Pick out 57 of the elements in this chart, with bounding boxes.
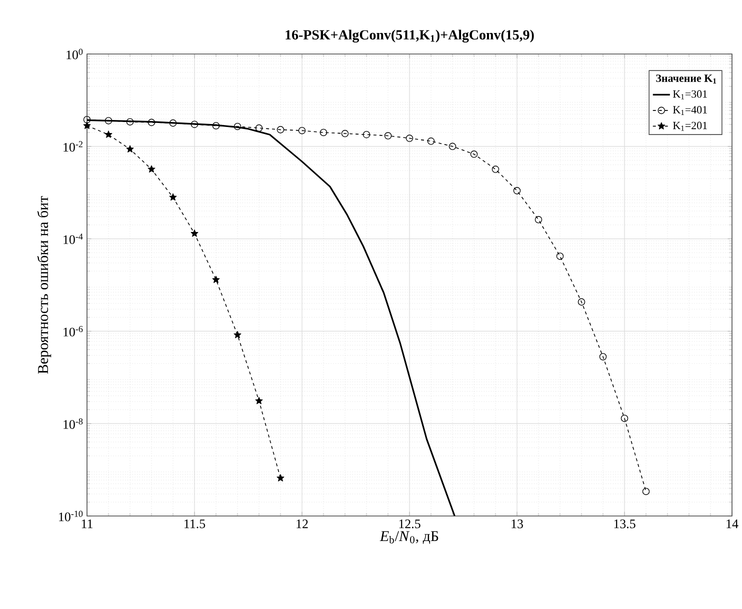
point (642, 488, 650, 496)
point (169, 119, 177, 127)
point (255, 396, 263, 404)
point (578, 298, 586, 306)
point (448, 142, 456, 150)
point (104, 117, 112, 124)
point (126, 118, 134, 126)
point (148, 165, 156, 173)
x-tick-label: 12.5 (399, 520, 420, 528)
legend-label: K$_{1}$=201 (672, 122, 707, 131)
point (362, 130, 370, 138)
point (126, 145, 134, 153)
legend-label: K$_{1}$=401 (672, 106, 707, 115)
point (83, 122, 91, 130)
point (298, 126, 306, 134)
point (212, 276, 220, 284)
point (83, 116, 91, 124)
point (427, 138, 435, 145)
y-tick-label: 10$^{-8}$ (64, 418, 83, 429)
point (234, 330, 242, 338)
x-tick-label: 13 (512, 520, 523, 528)
point (620, 414, 628, 422)
y-axis-title: Вероятность ошибки на бит (37, 196, 52, 374)
point (341, 130, 349, 138)
point (492, 166, 500, 173)
point (212, 122, 220, 130)
point (470, 150, 478, 158)
x-tick-label: 13.5 (614, 520, 636, 528)
point (276, 126, 284, 134)
legend-label: K$_{1}$=301 (672, 90, 707, 100)
chart-title: 16-PSK+AlgConv(511,K$_{1}$)+AlgConv(15,9) (286, 30, 534, 43)
point (599, 353, 607, 360)
x-tick-label: 11.5 (184, 520, 206, 528)
x-tick-label: 11 (82, 520, 92, 528)
y-tick-label: 10$^{-10}$ (59, 510, 83, 522)
y-tick-label: 10$^{0}$ (66, 48, 83, 60)
x-tick-label: 14 (726, 520, 738, 528)
point (190, 230, 198, 237)
point (234, 122, 242, 130)
point (169, 193, 177, 201)
point (556, 252, 564, 260)
point (276, 474, 284, 482)
point (190, 120, 198, 128)
point (148, 118, 156, 126)
point (534, 216, 542, 224)
y-tick-label: 10$^{-4}$ (64, 234, 83, 244)
point (104, 130, 112, 138)
legend-title: Значение K$_{1}$ (656, 74, 716, 84)
x-tick-label: 12 (296, 520, 308, 528)
point (406, 134, 414, 142)
y-tick-label: 10$^{-6}$ (64, 326, 83, 336)
point (513, 187, 521, 194)
point (255, 124, 263, 132)
point (384, 132, 392, 140)
x-axis-title: E$_{b}$/N$_{0}$, дБ (380, 531, 438, 544)
point (320, 128, 328, 136)
y-tick-label: 10$^{-2}$ (64, 141, 82, 152)
